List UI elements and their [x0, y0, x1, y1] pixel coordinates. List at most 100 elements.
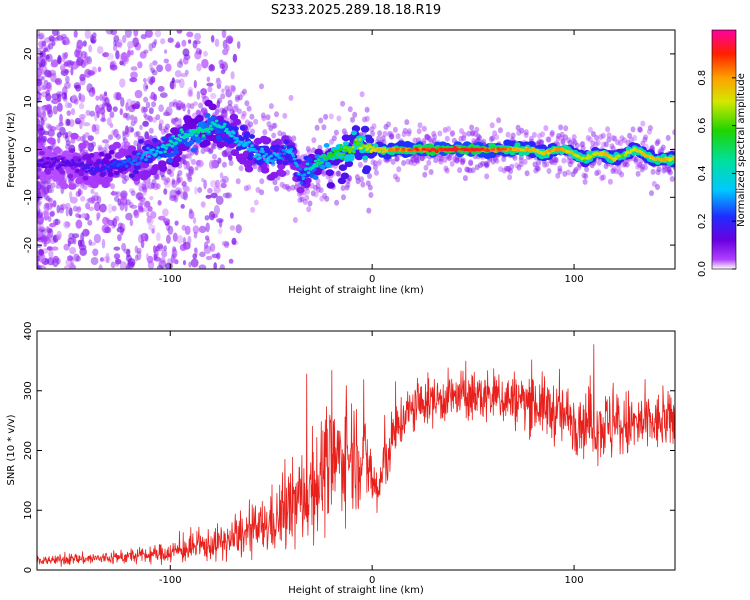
- noise-blob: [166, 234, 171, 244]
- ridge-blob: [358, 138, 362, 141]
- ridge-blob: [296, 172, 301, 176]
- noise-blob: [67, 240, 71, 247]
- halo-blob: [375, 160, 381, 167]
- ridge-blob: [367, 143, 371, 147]
- ridge-blob: [445, 148, 449, 152]
- halo-blob: [154, 174, 160, 181]
- noise-blob: [130, 127, 134, 133]
- halo-blob: [41, 186, 47, 193]
- ridge-blob: [323, 143, 330, 148]
- halo-blob: [615, 139, 621, 146]
- halo-blob: [37, 188, 40, 194]
- noise-blob: [150, 67, 155, 74]
- ridge-blob: [596, 152, 601, 156]
- ridge-blob: [351, 130, 357, 136]
- halo-blob: [624, 161, 630, 168]
- halo-blob: [354, 174, 360, 181]
- noise-blob: [38, 249, 44, 256]
- ridge-blob: [60, 182, 69, 190]
- noise-blob: [50, 61, 58, 68]
- halo-blob: [567, 139, 573, 146]
- halo-blob: [218, 59, 224, 66]
- halo-blob: [538, 139, 544, 146]
- noise-blob: [127, 41, 134, 49]
- halo-blob: [43, 193, 49, 200]
- ridge-blob: [38, 159, 42, 162]
- ridge-blob: [111, 165, 116, 168]
- snr-ytick-label: 400: [23, 321, 34, 340]
- halo-blob: [367, 184, 373, 191]
- noise-blob: [134, 245, 139, 254]
- halo-blob: [121, 141, 127, 148]
- ridge-blob: [237, 143, 241, 147]
- noise-blob: [45, 54, 50, 60]
- ridge-blob: [593, 152, 598, 156]
- noise-blob: [175, 190, 181, 196]
- halo-blob: [617, 169, 622, 175]
- halo-blob: [108, 134, 113, 141]
- noise-blob: [137, 61, 143, 69]
- ridge-blob: [179, 128, 184, 132]
- halo-blob: [221, 150, 227, 157]
- ridge-blob: [71, 161, 76, 165]
- halo-blob: [474, 164, 480, 171]
- noise-blob: [204, 235, 210, 241]
- halo-blob: [302, 198, 308, 205]
- halo-blob: [259, 83, 264, 90]
- halo-blob: [72, 205, 78, 212]
- ridge-blob: [250, 144, 254, 148]
- noise-blob: [204, 241, 208, 249]
- noise-blob: [69, 191, 73, 199]
- halo-blob: [452, 155, 458, 162]
- ridge-blob: [244, 141, 248, 145]
- ridge-blob: [271, 162, 276, 165]
- noise-blob: [113, 35, 120, 43]
- halo-blob: [612, 135, 618, 142]
- noise-blob: [174, 70, 182, 78]
- noise-blob: [50, 126, 57, 132]
- ridge-blob: [195, 128, 200, 132]
- halo-blob: [579, 141, 585, 148]
- halo-blob: [565, 169, 571, 176]
- noise-blob: [76, 39, 84, 50]
- ridge-blob: [314, 164, 319, 168]
- noise-blob: [41, 234, 49, 242]
- noise-blob: [41, 40, 47, 47]
- halo-blob: [219, 107, 225, 114]
- noise-blob: [98, 264, 103, 269]
- ridge-blob: [209, 127, 214, 131]
- ridge-blob: [249, 134, 255, 139]
- noise-blob: [151, 228, 155, 234]
- halo-blob: [255, 187, 261, 193]
- noise-blob: [45, 93, 52, 102]
- halo-blob: [405, 158, 411, 165]
- halo-blob: [196, 109, 201, 116]
- colorbar-tick-label: 0.4: [697, 165, 708, 181]
- noise-blob: [52, 30, 59, 37]
- noise-blob: [205, 222, 210, 233]
- ridge-blob: [346, 146, 350, 150]
- noise-blob: [215, 195, 224, 205]
- halo-blob: [135, 130, 141, 137]
- noise-blob: [110, 191, 119, 196]
- ridge-blob: [107, 172, 114, 178]
- ridge-blob: [314, 154, 321, 160]
- halo-blob: [561, 157, 567, 164]
- halo-blob: [223, 106, 229, 113]
- halo-blob: [609, 143, 615, 150]
- halo-blob: [605, 126, 611, 133]
- ridge-blob: [316, 158, 321, 162]
- noise-blob: [69, 246, 77, 255]
- halo-blob: [447, 154, 453, 161]
- ridge-blob: [623, 153, 628, 157]
- noise-blob: [99, 203, 107, 213]
- noise-blob: [163, 58, 169, 64]
- halo-blob: [449, 130, 455, 137]
- halo-blob: [151, 178, 157, 185]
- halo-blob: [233, 103, 239, 110]
- halo-blob: [152, 116, 158, 123]
- halo-blob: [67, 178, 73, 185]
- halo-blob: [111, 205, 117, 212]
- ridge-blob: [263, 137, 272, 144]
- noise-blob: [37, 255, 41, 262]
